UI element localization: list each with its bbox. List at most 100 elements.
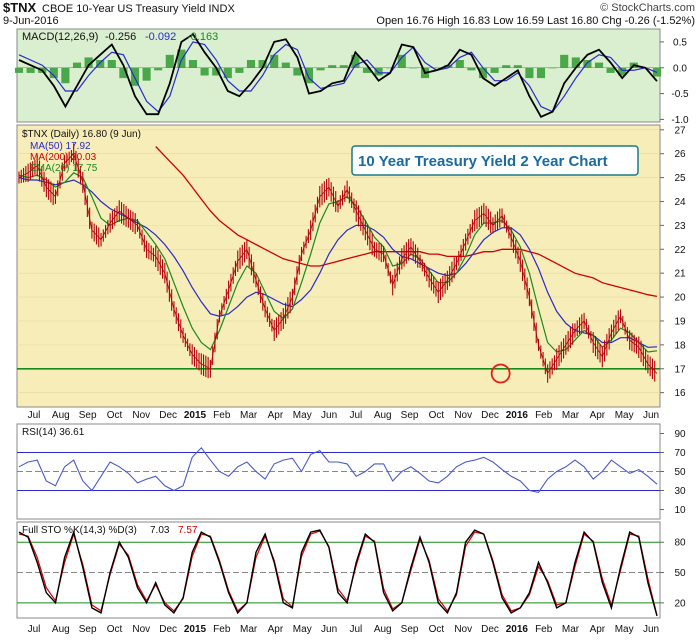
time-axis-label: Oct [107,624,123,635]
macd-y-tick-label: -1.0 [671,115,689,126]
price-y-tick-label: 17 [674,364,686,375]
macd-histogram-bar [478,67,488,79]
time-axis-label: Jul [28,624,41,635]
time-axis-label: Nov [454,624,472,635]
time-axis-label: 2016 [506,410,529,421]
time-axis-label: 2015 [184,624,207,635]
rsi-y-tick-label: 30 [674,486,686,497]
time-axis-label: Feb [213,624,231,635]
macd-y-tick-label: 0.5 [673,37,687,48]
macd-histogram-bar [142,67,151,81]
time-axis-label: Jun [643,410,659,421]
macd-histogram-bar [432,67,441,69]
macd-value-1: -0.256 [105,31,136,43]
sto-y-tick-label: 20 [674,598,686,609]
time-axis-label: Dec [481,410,499,421]
macd-histogram-bar [362,67,372,73]
time-axis-label: Sep [79,410,97,421]
macd-y-tick-label: -0.5 [671,89,689,100]
macd-histogram-bar [246,60,256,68]
sto-k-value: 7.03 [150,525,170,536]
time-axis-label: Mar [240,410,258,421]
quote-readout: Open 16.76 High 16.83 Low 16.59 Last 16.… [376,15,695,27]
macd-histogram-bar [328,65,337,68]
sto-d-value: 7.57 [178,525,198,536]
price-y-tick-label: 24 [674,197,686,208]
sto-legend: Full STO %K(14,3) %D(3) [22,525,137,536]
macd-histogram-bar [119,67,128,79]
price-y-tick-label: 26 [674,149,686,160]
price-y-tick-label: 20 [674,293,686,304]
time-axis-label: May [615,410,634,421]
macd-histogram-bar [177,49,186,68]
time-axis-label: Sep [79,624,97,635]
time-axis-label: Aug [374,624,392,635]
macd-histogram-bar [502,65,511,68]
time-axis-label: May [615,624,634,635]
macd-histogram-bar [212,67,221,76]
macd-histogram-bar [397,54,406,68]
time-axis-label: Mar [240,624,258,635]
macd-histogram-bar [339,65,348,68]
rsi-line [18,446,658,494]
time-axis-label: Oct [429,624,445,635]
time-axis-label: Apr [590,624,606,635]
price-y-tick-label: 18 [674,340,686,351]
macd-histogram-bar [536,67,546,79]
time-axis-label: Feb [535,624,553,635]
time-axis-label: Sep [401,624,419,635]
time-axis-label: Oct [107,410,123,421]
macd-histogram-bar [281,62,290,68]
sto-k-line [18,529,658,617]
time-axis-label: 2015 [184,410,207,421]
time-axis-label: Feb [535,410,553,421]
macd-histogram-bar [14,67,24,73]
time-axis-label: Aug [52,624,70,635]
macd-histogram-bar [606,67,615,73]
macd-histogram-bar [513,65,522,68]
macd-histogram-bar [583,60,592,68]
time-axis-label: Jun [321,624,337,635]
time-axis-label: Oct [429,410,445,421]
time-axis-label: Sep [401,410,419,421]
sto-panel [16,521,661,619]
macd-histogram-bar [49,67,58,79]
macd-histogram-bar [165,54,174,68]
rsi-y-tick-label: 70 [674,448,686,459]
sto-y-tick-label: 80 [674,538,686,549]
macd-value-3: -0.163 [187,31,218,43]
macd-histogram-bar [455,60,464,68]
time-axis-label: Feb [213,410,231,421]
time-axis-label: Jul [350,410,363,421]
time-axis-label: Nov [454,410,472,421]
time-axis-label: Apr [268,624,284,635]
price-y-tick-label: 25 [674,173,686,184]
time-axis-label: Apr [590,410,606,421]
macd-histogram-bar [223,67,232,79]
macd-histogram-bar [548,67,557,69]
price-y-tick-label: 22 [674,245,686,256]
rsi-panel [16,423,661,520]
macd-histogram-bar [72,62,82,68]
macd-histogram-bar [235,67,244,73]
rsi-y-tick-label: 50 [674,467,686,478]
time-axis-label: Jul [350,624,363,635]
macd-histogram-bar [84,57,93,68]
macd-histogram-bar [490,67,499,73]
macd-histogram-bar [409,67,418,69]
price-y-tick-label: 21 [674,269,686,280]
macd-histogram-bar [270,54,279,68]
macd-histogram-bar [618,67,627,76]
macd-line [18,32,658,118]
time-axis-label: Aug [374,410,392,421]
ma50-legend: MA(50) 17.92 [30,141,91,152]
macd-histogram-bar [293,67,302,76]
chart-date: 9-Jun-2016 [3,15,59,27]
time-axis-label: Jul [28,410,41,421]
time-axis-label: Dec [159,624,177,635]
macd-histogram-bar [525,67,534,79]
chart-title: 10 Year Treasury Yield 2 Year Chart [358,153,608,170]
rsi-legend: RSI(14) 36.61 [22,427,85,438]
macd-histogram-bar [386,67,395,69]
